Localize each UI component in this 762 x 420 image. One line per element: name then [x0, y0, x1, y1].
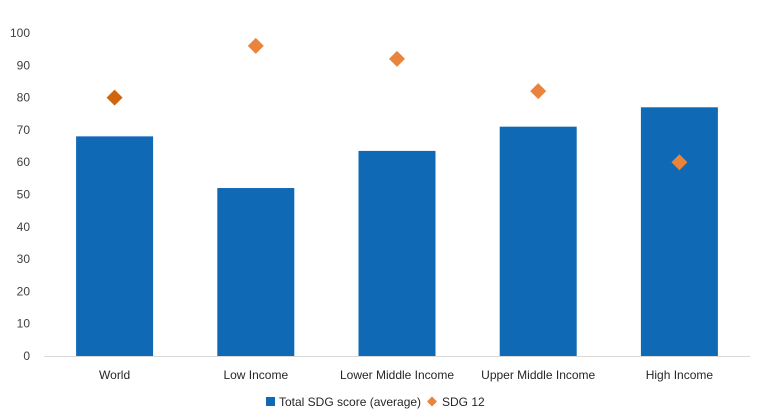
x-category-label: Upper Middle Income — [481, 368, 595, 382]
x-axis-categories: World Low Income Lower Middle Income Upper … — [99, 368, 713, 382]
y-tick-label: 20 — [17, 284, 31, 298]
bar — [76, 136, 154, 356]
x-category-label: World — [99, 368, 130, 382]
bar — [640, 107, 718, 356]
y-tick-label: 40 — [17, 220, 31, 234]
bar — [358, 150, 436, 356]
y-tick-label: 10 — [17, 317, 31, 331]
x-category-label: Lower Middle Income — [340, 368, 454, 382]
y-tick-label: 60 — [17, 155, 31, 169]
bar — [217, 188, 295, 356]
y-tick-label: 50 — [17, 188, 31, 202]
y-tick-label: 30 — [17, 252, 31, 266]
y-tick-label: 70 — [17, 123, 31, 137]
marker-point — [247, 37, 264, 54]
legend-bar-swatch — [266, 397, 275, 406]
y-tick-label: 100 — [10, 26, 30, 40]
y-tick-label: 0 — [23, 349, 30, 363]
y-axis-ticks: 0 10 20 30 40 50 60 70 80 90 100 — [10, 26, 30, 363]
legend-bar-label: Total SDG score (average) — [279, 395, 421, 409]
legend-marker-label: SDG 12 — [442, 395, 485, 409]
marker-point — [106, 89, 123, 106]
marker-point — [530, 83, 547, 100]
x-category-label: Low Income — [223, 368, 288, 382]
marker-point — [389, 50, 405, 67]
x-category-label: High Income — [646, 368, 714, 382]
legend-marker-swatch — [427, 396, 437, 407]
legend: Total SDG score (average) SDG 12 — [266, 395, 485, 409]
bar-series — [76, 107, 718, 356]
bar — [499, 126, 577, 356]
marker-point — [671, 154, 688, 171]
marker-series — [106, 37, 688, 171]
y-tick-label: 90 — [17, 58, 31, 72]
y-tick-label: 80 — [17, 91, 31, 105]
